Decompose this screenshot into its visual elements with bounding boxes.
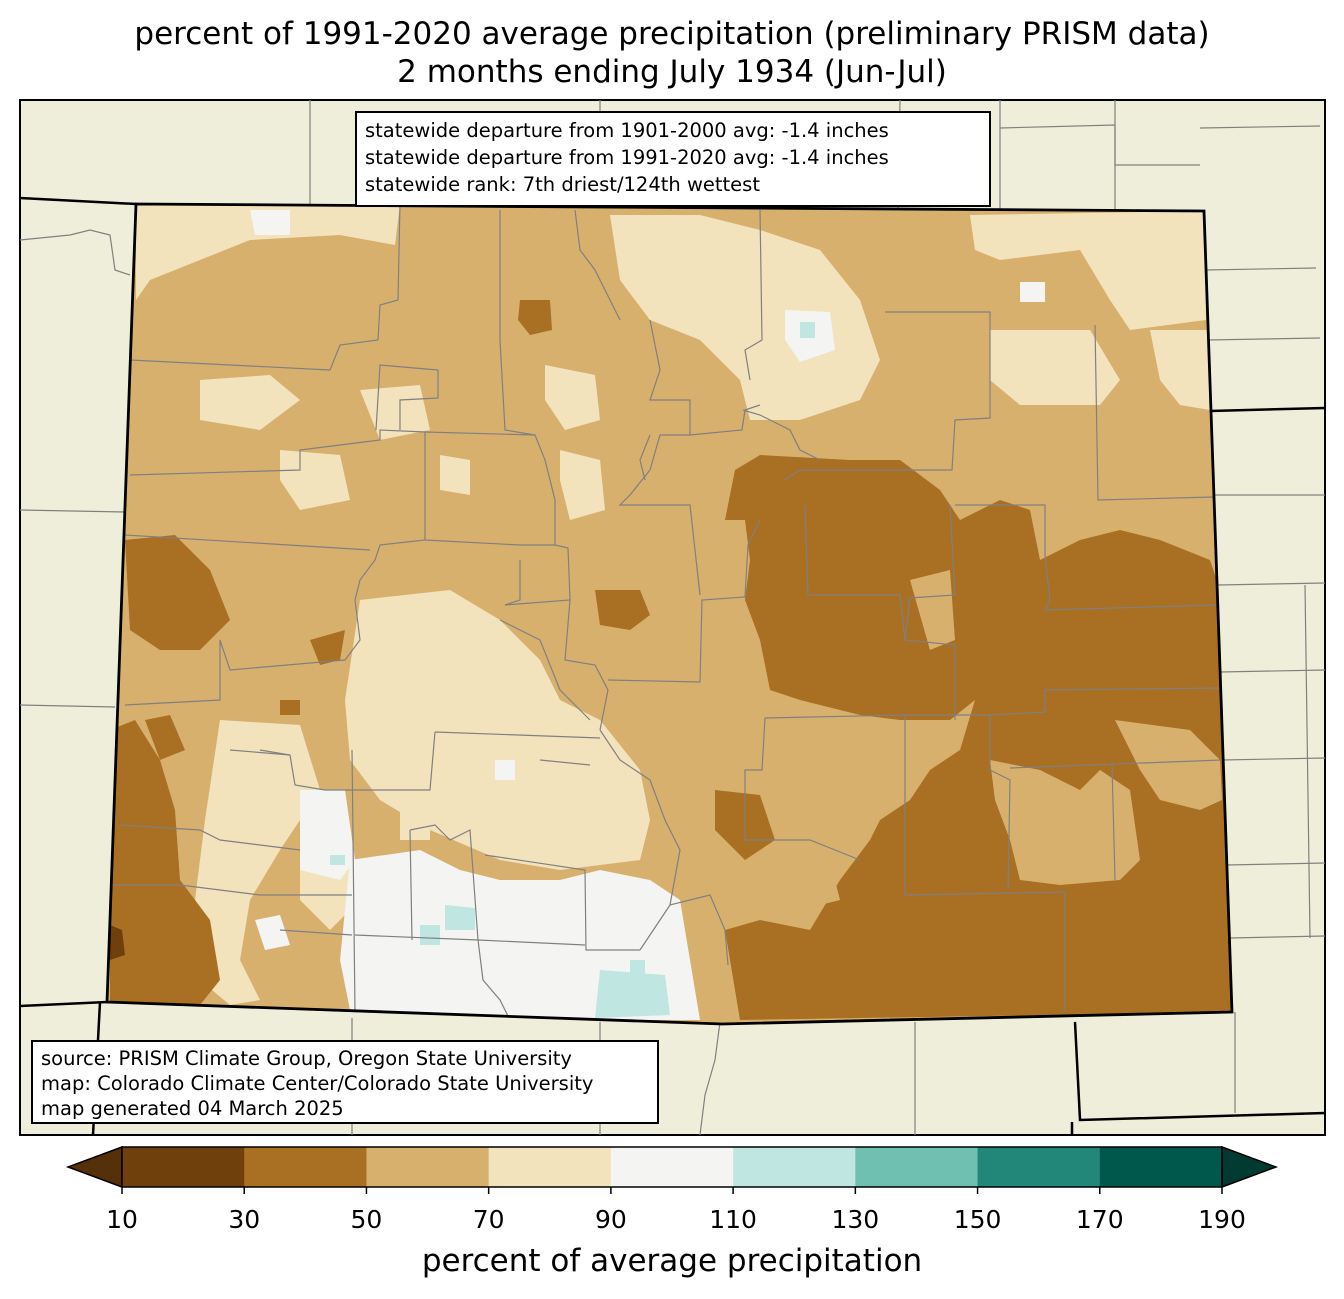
colorbar-bin — [733, 1147, 856, 1187]
colorbar-tick-label: 30 — [228, 1205, 261, 1234]
colorbar-label: percent of average precipitation — [421, 1243, 923, 1279]
colorbar-tick-label: 130 — [831, 1205, 880, 1234]
source-line-2: map: Colorado Climate Center/Colorado St… — [41, 1072, 594, 1095]
colorbar-bin — [488, 1147, 612, 1187]
stats-box: statewide departure from 1901-2000 avg: … — [355, 111, 991, 207]
colorbar-tick-label: 170 — [1075, 1205, 1124, 1234]
stats-line-3: statewide rank: 7th driest/124th wettest — [365, 173, 760, 196]
colorbar-bin — [122, 1147, 245, 1187]
map-subtitle: 2 months ending July 1934 (Jun-Jul) — [397, 54, 947, 90]
colorbar-tick-label: 50 — [350, 1205, 383, 1234]
colorado-border — [105, 202, 1234, 1026]
colorbar-over-arrow — [1221, 1145, 1279, 1189]
colorbar-bin — [610, 1147, 734, 1187]
precip-field — [107, 204, 1232, 1024]
colorbar-bin — [244, 1147, 367, 1187]
county-lines — [110, 204, 1223, 1021]
colorbar-bin — [1099, 1147, 1223, 1187]
colorbar-tick-label: 150 — [953, 1205, 1002, 1234]
colorbar — [65, 1145, 1279, 1194]
colorbar-outline — [121, 1146, 1223, 1188]
colorbar-bin — [855, 1147, 979, 1187]
colorbar-under-arrow — [65, 1145, 123, 1189]
stats-line-1: statewide departure from 1901-2000 avg: … — [365, 119, 889, 142]
map-title: percent of 1991-2020 average precipitati… — [134, 16, 1210, 52]
colorbar-tick-label: 10 — [106, 1205, 138, 1234]
colorbar-bin — [977, 1147, 1101, 1187]
colorbar-tick-label: 90 — [594, 1205, 627, 1234]
source-line-3: map generated 04 March 2025 — [41, 1097, 344, 1120]
colorbar-bin — [366, 1147, 490, 1187]
colorbar-tick-label: 110 — [709, 1205, 757, 1234]
colorbar-tick-label: 70 — [472, 1205, 505, 1234]
source-box: source: PRISM Climate Group, Oregon Stat… — [31, 1040, 659, 1124]
colorbar-tick-label: 190 — [1198, 1205, 1246, 1234]
source-line-1: source: PRISM Climate Group, Oregon Stat… — [41, 1047, 572, 1070]
stats-line-2: statewide departure from 1991-2020 avg: … — [365, 146, 889, 169]
